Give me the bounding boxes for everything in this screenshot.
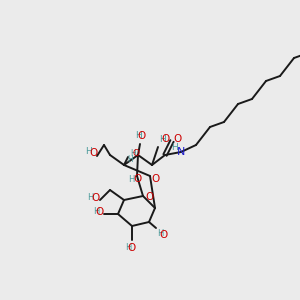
Text: H: H [85,148,92,157]
Text: H: H [159,134,165,143]
Text: H: H [128,175,134,184]
Text: H: H [135,131,141,140]
Text: H: H [172,142,178,152]
Text: O: O [145,192,153,202]
Text: O: O [91,193,99,203]
Text: O: O [133,148,140,158]
Text: O: O [133,174,141,184]
Text: O: O [89,148,97,158]
Text: H: H [125,242,131,251]
Text: H: H [93,206,99,215]
Text: N: N [177,147,185,157]
Text: H: H [157,230,163,238]
Text: O: O [160,230,168,240]
Text: H: H [130,148,136,158]
Text: O: O [138,131,146,141]
Text: H: H [127,154,133,164]
Text: O: O [151,174,159,184]
Text: H: H [87,193,93,202]
Text: O: O [162,134,170,144]
Text: O: O [173,134,181,144]
Text: O: O [128,243,136,253]
Text: O: O [96,207,104,217]
